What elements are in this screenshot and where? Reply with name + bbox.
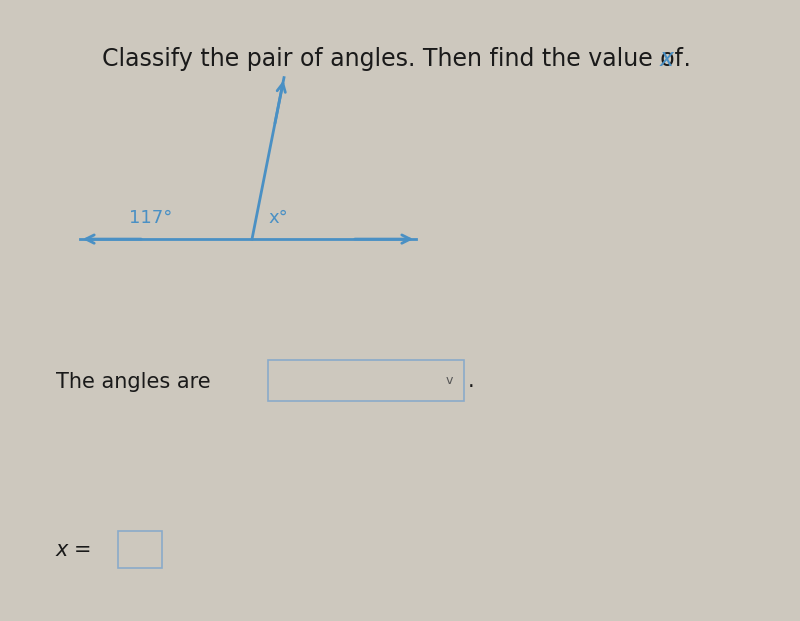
Text: .: . — [676, 47, 691, 71]
Text: v: v — [446, 374, 454, 387]
Text: Classify the pair of angles. Then find the value of: Classify the pair of angles. Then find t… — [102, 47, 698, 71]
Text: x: x — [659, 47, 673, 71]
FancyBboxPatch shape — [268, 360, 464, 401]
Text: 117°: 117° — [129, 209, 172, 227]
Text: .: . — [468, 371, 474, 391]
Text: The angles are: The angles are — [56, 372, 210, 392]
Text: x =: x = — [56, 540, 93, 560]
FancyBboxPatch shape — [118, 531, 162, 568]
Text: x°: x° — [268, 209, 288, 227]
